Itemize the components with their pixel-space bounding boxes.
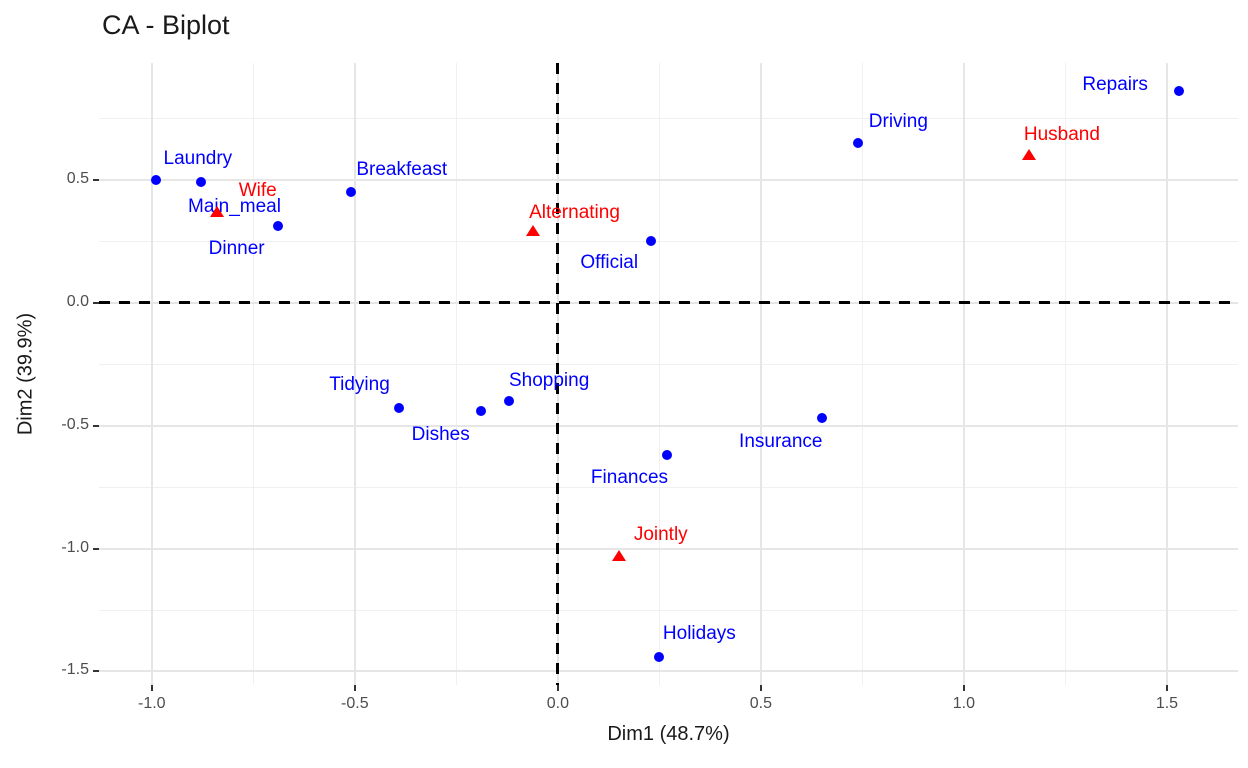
point-husband: [1021, 149, 1036, 161]
point-laundry: [150, 174, 161, 185]
gridline-x-major: [353, 63, 356, 685]
y-axis-tick-label: -1.0: [61, 538, 89, 556]
y-axis-tick: [93, 547, 99, 550]
gridline-y-minor: [99, 117, 1238, 119]
point-official: [646, 236, 657, 247]
label-jointly: Jointly: [633, 523, 688, 545]
gridline-y-major: [99, 424, 1238, 427]
label-repairs: Repairs: [1082, 74, 1148, 96]
point-tidying: [394, 403, 405, 414]
x-axis-tick-label: 0.5: [749, 695, 772, 712]
x-axis-tick: [353, 685, 356, 691]
plot-title: CA - Biplot: [102, 10, 230, 40]
label-husband: Husband: [1023, 124, 1100, 146]
gridline-y-minor: [99, 240, 1238, 242]
gridline-x-minor: [252, 63, 254, 685]
y-axis-tick-label: 0.0: [66, 292, 89, 310]
gridline-y-major: [99, 547, 1238, 550]
y-axis-tick: [93, 301, 99, 304]
vline-dim1-zero: [556, 63, 560, 685]
y-axis-tick-label: -0.5: [61, 415, 89, 433]
point-jointly: [611, 549, 626, 561]
y-axis-title: Dim2 (39.9%): [14, 312, 37, 436]
x-axis-tick-label: -1.0: [137, 695, 166, 712]
x-axis-tick: [150, 685, 153, 691]
gridline-y-major: [99, 670, 1238, 673]
x-axis-tick: [556, 685, 559, 691]
y-axis-tick: [93, 424, 99, 427]
x-axis-tick: [759, 685, 762, 691]
label-insurance: Insurance: [739, 431, 823, 453]
x-axis-tick: [1165, 685, 1168, 691]
x-axis-title: Dim1 (48.7%): [607, 723, 730, 745]
hline-dim2-zero: [99, 301, 1238, 305]
gridline-x-major: [1165, 63, 1168, 685]
label-breakfeast: Breakfeast: [356, 159, 448, 181]
gridline-y-minor: [99, 363, 1238, 365]
point-dishes: [475, 405, 486, 416]
point-shopping: [504, 396, 515, 407]
point-breakfeast: [345, 187, 356, 198]
y-axis-tick: [93, 670, 99, 673]
x-axis-tick-label: 1.0: [952, 695, 976, 712]
label-official: Official: [580, 252, 639, 274]
point-main-meal: [195, 177, 206, 188]
point-insurance: [816, 413, 827, 424]
gridline-x-major: [759, 63, 762, 685]
label-driving: Driving: [868, 110, 928, 132]
label-wife: Wife: [238, 179, 277, 201]
point-holidays: [654, 651, 665, 662]
point-finances: [662, 450, 673, 461]
x-axis-tick-label: 0.0: [546, 695, 569, 712]
x-axis-tick-label: -0.5: [341, 695, 369, 712]
gridline-y-major: [99, 178, 1238, 181]
gridline-x-minor: [1064, 63, 1066, 685]
gridline-x-minor: [455, 63, 457, 685]
gridline-y-minor: [99, 486, 1238, 488]
point-wife: [209, 205, 224, 217]
y-axis-tick: [93, 178, 99, 181]
label-holidays: Holidays: [662, 622, 736, 644]
gridline-x-major: [150, 63, 153, 685]
y-axis-tick-label: -1.5: [61, 661, 89, 679]
gridline-y-minor: [99, 609, 1238, 611]
label-shopping: Shopping: [508, 370, 590, 392]
label-laundry: Laundry: [163, 147, 233, 169]
label-tidying: Tidying: [329, 374, 390, 396]
y-axis-tick-label: 0.5: [66, 169, 89, 187]
x-axis-tick: [962, 685, 965, 691]
label-dishes: Dishes: [411, 423, 470, 445]
x-axis-tick-label: 1.5: [1155, 695, 1179, 712]
point-driving: [853, 137, 864, 148]
gridline-x-minor: [861, 63, 863, 685]
plot-panel: -1.0 -0.5 0.0 0.5 1.0 1.5 0.5 0.0 -0.5 -1.0 -1.5 La…: [61, 63, 1238, 712]
point-dinner: [272, 221, 283, 232]
point-repairs: [1174, 86, 1185, 97]
label-alternating: Alternating: [529, 202, 620, 224]
gridline-x-major: [962, 63, 965, 685]
gridline-x-minor: [658, 63, 660, 685]
label-dinner: Dinner: [208, 238, 265, 260]
point-alternating: [526, 225, 541, 237]
label-finances: Finances: [590, 467, 669, 489]
